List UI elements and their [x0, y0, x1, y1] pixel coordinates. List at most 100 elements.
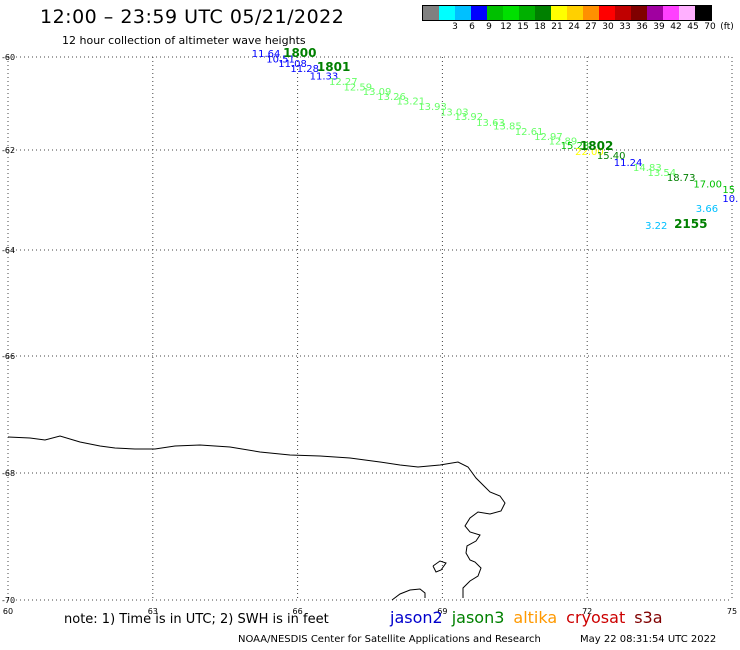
x-tick-label: 69 [437, 607, 447, 616]
coastline-islet [391, 588, 426, 601]
wave-height-reading: 18.73 [667, 173, 696, 184]
color-swatch [615, 6, 631, 20]
y-tick-label: -62 [2, 146, 15, 155]
wave-height-reading: 11.08 [278, 59, 307, 70]
wave-height-reading: 10. [722, 194, 738, 205]
legend-item-jason2: jason2 [390, 608, 443, 627]
y-tick-label: -70 [2, 596, 15, 605]
wave-height-reading: 3.22 [645, 221, 667, 232]
color-scale-label: (ft) [720, 22, 734, 32]
color-swatch [663, 6, 679, 20]
map-title: 12:00 – 23:59 UTC 05/21/2022 [40, 6, 345, 28]
wave-height-reading: 13.54 [648, 168, 677, 179]
wave-height-reading: 12.27 [329, 77, 358, 88]
legend-item-cryosat: cryosat [566, 608, 626, 627]
color-swatch [583, 6, 599, 20]
y-tick-label: -66 [2, 352, 15, 361]
wave-height-reading: 15.28 [561, 141, 590, 152]
x-tick-label: 60 [3, 607, 13, 616]
wave-height-reading: 11.33 [310, 71, 339, 82]
legend-item-s3a: s3a [634, 608, 663, 627]
wave-height-reading: 13.09 [363, 87, 392, 98]
color-scale-label: 3 [452, 22, 458, 32]
wave-height-reading: 14.83 [633, 163, 662, 174]
wave-height-reading: 11.24 [614, 158, 643, 169]
color-swatch [471, 6, 487, 20]
color-swatch [567, 6, 583, 20]
wave-height-reading: 12.59 [343, 82, 372, 93]
wave-height-reading: 10.51 [266, 55, 295, 66]
credit-line: NOAA/NESDIS Center for Satellite Applica… [238, 634, 541, 645]
color-scale-labels: 3 6 9 12 15 18 21 24 27 30 33 36 39 42 45 70 (ft) [422, 22, 740, 36]
color-swatch [503, 6, 519, 20]
time-marker: 1801 [317, 60, 350, 74]
wave-height-reading: 13.26 [377, 92, 406, 103]
wave-height-reading: 3.66 [696, 204, 718, 215]
axis-labels: 60 63 66 69 72 75 -60 -62 -64 -66 -68 -70 [2, 53, 737, 616]
wave-height-reading: 17.00 [693, 180, 722, 191]
color-scale-label: 39 [653, 22, 665, 32]
wave-height-reading: 11.28 [290, 64, 319, 75]
legend-item-jason3: jason3 [451, 608, 505, 627]
color-swatch [695, 6, 711, 20]
color-swatch [647, 6, 663, 20]
wave-height-reading: 12.61 [515, 127, 544, 138]
color-scale-label: 36 [636, 22, 648, 32]
color-swatch [423, 6, 439, 20]
color-swatch [631, 6, 647, 20]
time-marker: 2155 [674, 217, 707, 231]
wave-height-reading: 13.85 [493, 122, 522, 133]
x-tick-label: 66 [293, 607, 303, 616]
y-tick-label: -60 [2, 53, 15, 62]
color-swatch [487, 6, 503, 20]
color-scale-label: 9 [486, 22, 492, 32]
color-swatch [455, 6, 471, 20]
wave-height-reading: 13.03 [440, 108, 469, 119]
wave-height-reading: 12.97 [534, 132, 563, 143]
wave-height-reading: 22.00 [575, 147, 604, 158]
color-scale-label: 33 [619, 22, 631, 32]
color-swatch [679, 6, 695, 20]
wave-height-reading: 15.40 [597, 151, 626, 162]
x-tick-label: 75 [727, 607, 737, 616]
wave-height-reading: 13.21 [397, 96, 426, 107]
color-swatch [551, 6, 567, 20]
color-swatch [439, 6, 455, 20]
satellite-legend: jason2 jason3 altika cryosat s3a [390, 608, 672, 627]
color-scale-label: 18 [534, 22, 546, 32]
map-subtitle: 12 hour collection of altimeter wave hei… [62, 34, 306, 47]
time-marker: 1802 [580, 139, 613, 153]
x-tick-label: 72 [582, 607, 592, 616]
y-tick-label: -64 [2, 246, 15, 255]
y-tick-label: -68 [2, 469, 15, 478]
lat-lon-grid [7, 56, 733, 601]
footnote: note: 1) Time is in UTC; 2) SWH is in fe… [64, 612, 329, 627]
satellite-track: 11.6410.5111.0811.2811.3312.2712.5913.09… [252, 46, 739, 232]
wave-height-reading: 11.64 [252, 49, 281, 60]
color-scale-label: 27 [585, 22, 597, 32]
color-scale-label: 30 [602, 22, 614, 32]
legend-item-altika: altika [513, 608, 558, 627]
color-swatch [519, 6, 535, 20]
x-tick-label: 63 [148, 607, 158, 616]
wave-height-reading: 15 [722, 185, 735, 196]
wave-height-reading: 13.93 [418, 102, 447, 113]
color-scale-bar [422, 5, 712, 21]
color-scale-label: 12 [500, 22, 512, 32]
color-swatch [599, 6, 615, 20]
color-swatch [535, 6, 551, 20]
time-marker: 1800 [283, 46, 316, 60]
color-scale-label: 45 [687, 22, 699, 32]
antarctic-coastline [7, 435, 506, 601]
color-scale-label: 6 [469, 22, 475, 32]
color-scale-label: 21 [551, 22, 563, 32]
wave-height-reading: 12.89 [549, 136, 578, 147]
wave-height-reading: 13.92 [454, 112, 483, 123]
wave-height-reading: 13.63 [476, 118, 505, 129]
coastline-inlet [432, 560, 447, 573]
color-scale-label: 42 [670, 22, 682, 32]
color-scale-label: 24 [568, 22, 580, 32]
coastline-path [7, 435, 506, 598]
generation-timestamp: May 22 08:31:54 UTC 2022 [580, 634, 717, 645]
